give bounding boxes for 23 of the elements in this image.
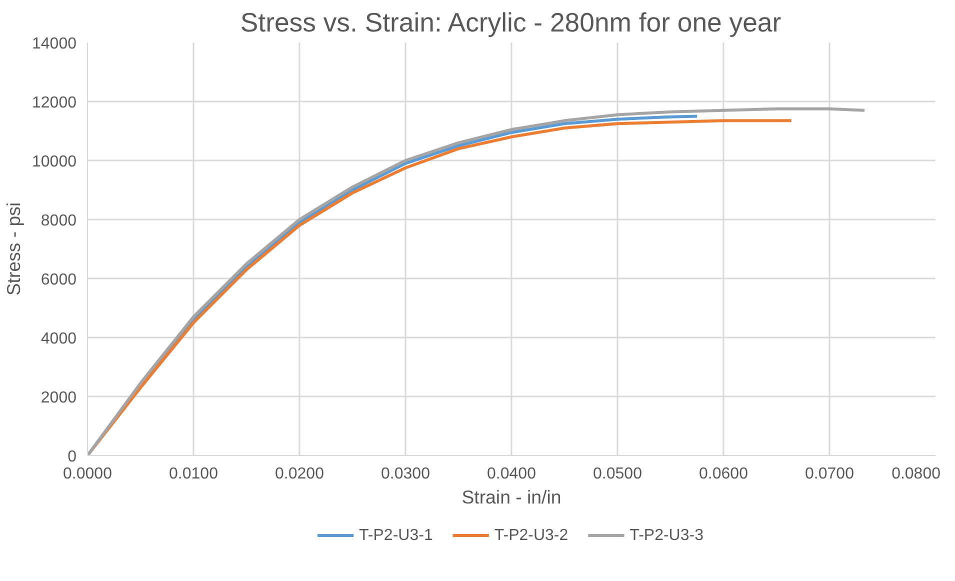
x-tick-label: 0.0600 [699, 466, 748, 482]
x-axis-title: Strain - in/in [462, 486, 562, 508]
x-tick-label: 0.0400 [487, 466, 536, 482]
y-tick-label: 10000 [32, 154, 77, 170]
legend-label: T-P2-U3-2 [494, 527, 568, 544]
legend-label: T-P2-U3-3 [630, 527, 704, 544]
y-tick-label: 6000 [40, 272, 77, 288]
x-tick-label: 0.0000 [63, 466, 112, 482]
x-tick-label: 0.0200 [275, 466, 324, 482]
x-tick-label: 0.0100 [169, 466, 218, 482]
y-tick-label: 14000 [32, 36, 77, 52]
y-tick-label: 4000 [40, 330, 77, 348]
y-tick-label: 0 [68, 448, 77, 466]
x-tick-label: 0.0700 [805, 466, 854, 482]
legend-label: T-P2-U3-1 [359, 527, 433, 544]
x-tick-label: 0.0500 [593, 466, 642, 482]
y-tick-label: 12000 [32, 94, 77, 112]
y-tick-label: 2000 [40, 390, 77, 406]
chart-title: Stress vs. Strain: Acrylic - 280nm for one year [240, 8, 782, 38]
y-axis-title: Stress - psi [3, 202, 24, 296]
x-tick-label: 0.0300 [381, 466, 430, 482]
y-tick-label: 8000 [40, 212, 77, 230]
x-tick-label: 0.0800 [892, 466, 941, 482]
